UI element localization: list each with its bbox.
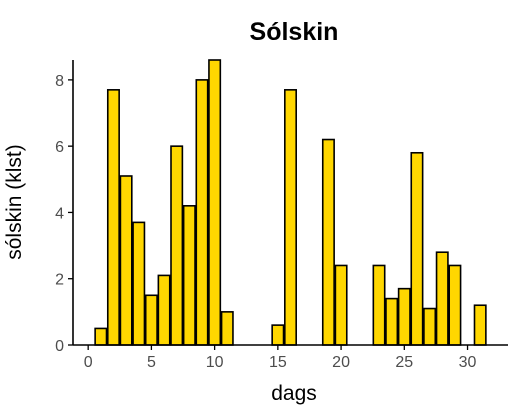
bar-day-23 xyxy=(372,264,386,346)
bar-day-11 xyxy=(220,311,234,346)
x-tick-label: 20 xyxy=(332,354,350,371)
y-tick-label: 2 xyxy=(55,272,64,289)
x-axis-label: dags xyxy=(271,382,317,405)
bar-day-31 xyxy=(473,304,487,346)
y-tick-label: 8 xyxy=(55,73,64,90)
bar-day-24 xyxy=(385,297,399,346)
y-axis-label: sólskin (klst) xyxy=(3,144,26,260)
bar-day-2 xyxy=(106,89,120,346)
bar-day-7 xyxy=(170,145,184,346)
bar-day-29 xyxy=(448,264,462,346)
bar-day-15 xyxy=(271,324,285,346)
y-tick-label: 4 xyxy=(55,205,64,222)
x-tick-label: 30 xyxy=(459,354,477,371)
x-tick-label: 10 xyxy=(206,354,224,371)
chart-title: Sólskin xyxy=(250,18,339,46)
x-tick-label: 0 xyxy=(84,354,93,371)
bar-day-27 xyxy=(423,307,437,346)
bar-day-3 xyxy=(119,175,133,346)
bar-day-28 xyxy=(435,251,449,346)
bar-day-9 xyxy=(195,79,209,346)
x-tick-label: 25 xyxy=(395,354,413,371)
x-ticks-group: 0 5 10 15 20 25 30 xyxy=(84,345,477,371)
x-tick-label: 15 xyxy=(269,354,287,371)
bar-day-4 xyxy=(132,221,146,346)
bar-day-26 xyxy=(410,151,424,346)
bar-day-20 xyxy=(334,264,348,346)
bar-day-25 xyxy=(397,287,411,346)
bar-day-8 xyxy=(182,205,196,346)
bar-day-19 xyxy=(321,138,335,346)
y-ticks-group: 0 2 4 6 8 xyxy=(55,73,73,355)
bar-day-1 xyxy=(94,327,108,346)
bar-day-10 xyxy=(208,59,222,346)
y-tick-label: 0 xyxy=(55,338,64,355)
bar-day-16 xyxy=(284,89,297,346)
bar-day-5 xyxy=(144,294,158,346)
x-tick-label: 5 xyxy=(147,354,156,371)
bar-day-6 xyxy=(157,274,171,346)
y-tick-label: 6 xyxy=(55,139,64,156)
bars-group xyxy=(94,59,487,346)
